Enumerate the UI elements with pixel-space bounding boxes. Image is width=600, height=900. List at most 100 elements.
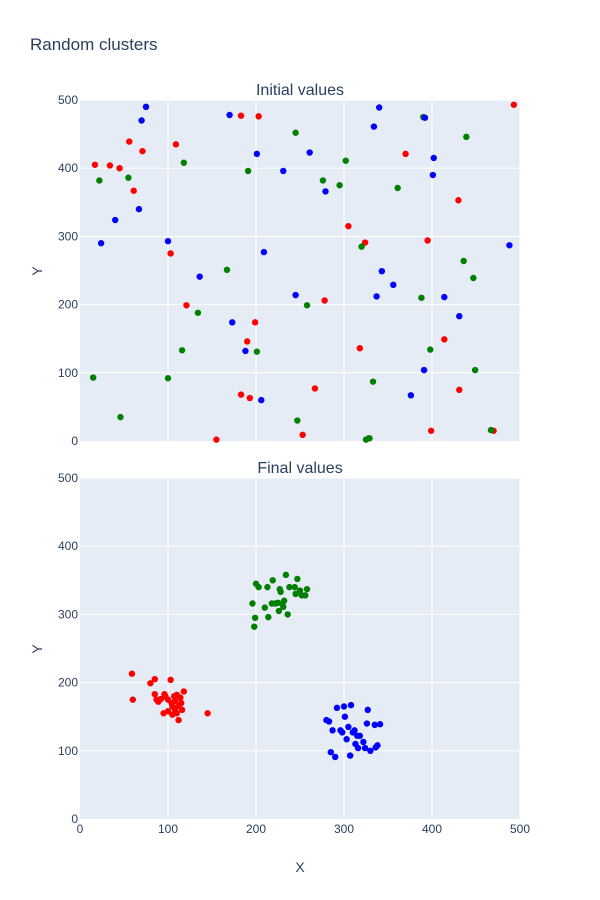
data-point xyxy=(510,101,518,108)
data-point xyxy=(360,738,367,746)
data-point xyxy=(329,727,336,734)
x-tick-label: 200 xyxy=(246,822,266,836)
x-tick-label: 400 xyxy=(422,822,442,836)
data-point xyxy=(363,720,371,727)
data-point xyxy=(249,600,256,607)
data-point xyxy=(311,385,319,392)
y-axis-title-bottom: Y xyxy=(29,644,45,654)
data-point xyxy=(373,293,380,300)
data-point xyxy=(128,670,136,677)
data-point xyxy=(506,242,513,249)
data-point xyxy=(135,205,143,213)
data-point xyxy=(292,590,299,598)
data-point xyxy=(333,704,341,712)
data-point xyxy=(402,150,409,158)
data-point xyxy=(244,167,252,175)
data-point xyxy=(364,706,371,714)
data-point xyxy=(487,426,495,434)
data-point xyxy=(264,583,271,591)
data-point xyxy=(361,744,369,752)
data-point xyxy=(251,623,258,630)
data-point xyxy=(260,248,268,256)
data-point xyxy=(345,723,352,731)
data-point xyxy=(280,597,288,604)
y-axis-title-top: Y xyxy=(29,266,45,276)
data-point xyxy=(126,138,133,145)
data-point xyxy=(237,391,245,398)
data-point xyxy=(420,366,428,374)
data-point xyxy=(196,273,203,280)
data-point xyxy=(91,161,99,168)
data-point xyxy=(366,435,373,442)
data-point xyxy=(341,713,349,720)
data-point xyxy=(129,696,136,703)
data-point xyxy=(251,614,259,622)
data-point xyxy=(280,167,287,175)
data-point xyxy=(90,374,97,381)
data-point xyxy=(291,583,298,591)
data-point xyxy=(339,729,346,736)
data-point xyxy=(463,133,470,141)
data-point xyxy=(106,162,114,169)
data-point xyxy=(407,392,415,399)
data-point xyxy=(303,302,311,309)
data-point xyxy=(269,577,276,584)
subplot-2: 0 100 200 300 400 500 0 100 200 300 400 500 Final va… xyxy=(58,460,530,836)
data-point xyxy=(265,613,272,621)
data-point xyxy=(394,184,401,192)
x-axis-title: X xyxy=(295,859,305,875)
data-point xyxy=(376,104,383,111)
data-point xyxy=(151,675,158,683)
data-point xyxy=(258,396,265,404)
data-point xyxy=(371,721,378,729)
data-point xyxy=(167,250,174,257)
data-point xyxy=(194,309,202,316)
data-point xyxy=(253,150,261,158)
chart-title: Random clusters xyxy=(30,35,158,54)
y-tick-label: 300 xyxy=(58,229,78,243)
data-point xyxy=(322,188,329,195)
data-point xyxy=(164,237,172,245)
data-point xyxy=(340,703,348,710)
data-point xyxy=(277,588,284,596)
y-tick-label: 0 xyxy=(71,812,78,826)
data-point xyxy=(299,431,306,439)
data-point xyxy=(280,603,287,611)
data-point xyxy=(302,592,309,599)
y-tick-label: 400 xyxy=(58,539,78,553)
data-point xyxy=(237,112,245,119)
data-point xyxy=(424,237,431,244)
data-point xyxy=(369,378,377,385)
subplot-1: 0 100 200 300 400 500 Initial values xyxy=(58,82,521,448)
y-tick-label: 400 xyxy=(58,161,78,175)
data-point xyxy=(172,141,180,148)
data-point xyxy=(223,266,231,274)
data-point xyxy=(456,386,463,394)
data-point xyxy=(303,585,311,593)
subplot-title: Initial values xyxy=(256,82,344,99)
subplot-title: Final values xyxy=(257,460,342,477)
plot-area xyxy=(80,478,520,819)
data-point xyxy=(321,297,328,304)
data-point xyxy=(151,690,158,698)
data-point xyxy=(378,267,386,275)
data-point xyxy=(306,149,313,156)
data-point xyxy=(292,129,299,136)
data-point xyxy=(319,177,327,184)
data-point xyxy=(175,716,182,724)
data-point xyxy=(284,611,291,618)
data-point xyxy=(347,701,355,709)
data-point xyxy=(292,291,299,299)
y-tick-label: 0 xyxy=(71,434,78,448)
data-point xyxy=(147,680,154,687)
y-tick-label: 300 xyxy=(58,607,78,621)
data-point xyxy=(427,346,434,353)
data-point xyxy=(275,607,283,615)
data-point xyxy=(97,240,105,247)
data-point xyxy=(251,319,259,326)
data-point xyxy=(125,174,132,181)
data-point xyxy=(370,123,378,130)
data-point xyxy=(142,103,150,111)
data-point xyxy=(343,736,350,743)
data-point xyxy=(374,742,381,749)
